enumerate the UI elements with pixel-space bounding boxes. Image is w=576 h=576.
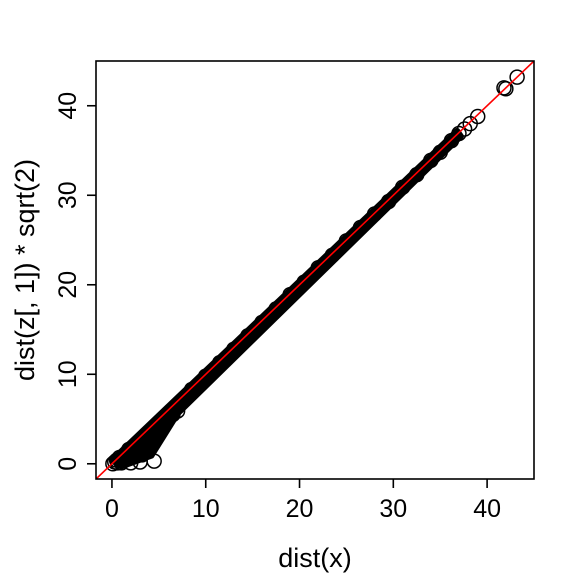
data-point [443, 132, 460, 149]
x-tick-label: 40 [473, 495, 501, 523]
data-point [352, 219, 369, 236]
y-axis: 0 10 20 30 40 [54, 92, 96, 471]
data-point [254, 314, 270, 331]
data-point [121, 441, 137, 458]
x-axis-title: dist(x) [278, 543, 352, 573]
x-tick-label: 30 [379, 495, 407, 523]
data-point [296, 274, 312, 290]
data-point [496, 80, 512, 96]
data-point [509, 69, 525, 85]
data-point [324, 247, 341, 263]
x-tick-label: 20 [286, 495, 314, 523]
x-axis: 0 10 20 30 40 [105, 479, 501, 523]
y-tick-label: 10 [54, 360, 82, 388]
data-point [109, 455, 126, 471]
data-point [432, 144, 448, 161]
data-points [105, 69, 525, 472]
y-axis-title: dist(z[, 1]) * sqrt(2) [10, 159, 40, 381]
data-point [174, 393, 191, 409]
data-point [282, 286, 298, 303]
data-point [141, 424, 158, 441]
plot-frame [95, 60, 535, 480]
data-point [380, 193, 397, 210]
data-point [338, 233, 355, 249]
data-point [394, 179, 411, 195]
data-point [310, 260, 327, 276]
data-point [197, 368, 214, 384]
data-point [212, 354, 228, 371]
data-point [409, 166, 425, 183]
data-point [183, 381, 200, 398]
data-point [169, 403, 186, 419]
y-tick-label: 0 [54, 457, 82, 471]
x-tick-label: 0 [105, 495, 119, 523]
data-point [462, 115, 478, 132]
data-point [268, 301, 284, 317]
identity-reference-line [96, 61, 534, 479]
data-point [366, 206, 383, 222]
data-point [456, 121, 473, 137]
data-point [226, 341, 242, 357]
y-tick-label: 40 [54, 92, 82, 120]
data-point [240, 328, 256, 344]
reference-line [96, 61, 534, 479]
y-tick-label: 20 [54, 271, 82, 299]
y-tick-label: 30 [54, 181, 82, 209]
x-tick-label: 10 [192, 495, 220, 523]
data-point [423, 152, 439, 169]
